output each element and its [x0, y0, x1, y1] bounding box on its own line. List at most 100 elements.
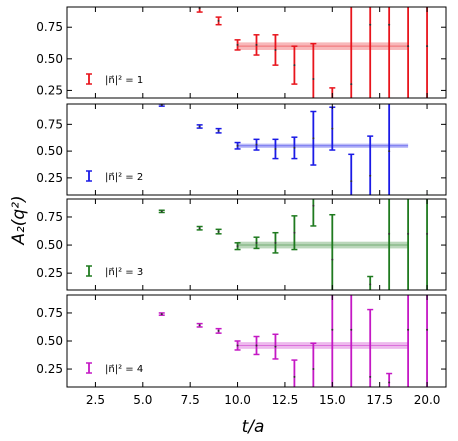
x-tick-label: 20.0 [414, 393, 441, 407]
y-tick-label: 0.75 [36, 20, 63, 34]
panel-4: 0.25 0.50 0.75 |n⃗|² = 4 [36, 294, 447, 388]
point-marker [388, 150, 391, 153]
point-marker [350, 328, 353, 331]
data-point [426, 199, 429, 290]
point-marker [274, 241, 277, 244]
panel-frame [66, 103, 447, 196]
data-point [369, 7, 372, 98]
legend-label: |n⃗|² = 4 [105, 364, 143, 375]
data-point [253, 236, 260, 250]
point-marker [407, 45, 410, 48]
data-point [234, 39, 241, 51]
data-point [388, 199, 391, 290]
data-point [196, 124, 203, 129]
panels-group: 0.25 0.50 0.75 |n⃗|² = 1 0.25 0.50 0.75 |n⃗|² =… [36, 6, 447, 388]
data-point [272, 231, 279, 254]
y-tick-label: 0.25 [36, 171, 63, 185]
data-point [215, 127, 222, 134]
fit-band [237, 241, 409, 249]
point-marker [293, 231, 296, 234]
point-marker [407, 328, 410, 331]
point-marker [350, 83, 353, 86]
panel-4-plot-area [158, 295, 429, 387]
data-point [215, 327, 222, 334]
point-marker [255, 241, 258, 244]
data-point [350, 7, 353, 98]
data-point [196, 225, 203, 231]
x-tick-labels: 2.5 5.0 7.5 10.0 12.5 15.0 17.5 20.0 [86, 393, 441, 407]
fit-band [237, 42, 409, 50]
data-point [291, 136, 298, 160]
point-marker [198, 7, 201, 10]
fit-band [237, 143, 409, 148]
point-marker [388, 381, 391, 384]
point-marker [236, 245, 239, 248]
data-point [234, 141, 241, 150]
x-axis-label: t/a [242, 417, 265, 437]
point-marker [160, 313, 163, 316]
x-tick-label: 17.5 [366, 393, 393, 407]
point-marker [274, 345, 277, 348]
y-tick-label: 0.25 [36, 266, 63, 280]
data-point [234, 340, 241, 351]
legend-label: |n⃗|² = 1 [105, 75, 143, 86]
y-tick-label: 0.50 [36, 52, 63, 66]
point-marker [312, 137, 315, 140]
data-point [426, 7, 429, 98]
legend-label: |n⃗|² = 3 [105, 267, 143, 278]
data-point [158, 209, 165, 214]
point-marker [369, 174, 372, 177]
point-marker [312, 204, 315, 207]
data-point [388, 104, 391, 195]
point-marker [255, 43, 258, 46]
data-point [234, 242, 241, 251]
legend: |n⃗|² = 3 [86, 265, 143, 278]
panel-1: 0.25 0.50 0.75 |n⃗|² = 1 [36, 6, 447, 99]
data-point [329, 106, 336, 151]
y-tick-label: 0.50 [36, 334, 63, 348]
legend: |n⃗|² = 1 [86, 73, 143, 86]
y-tick-label: 0.75 [36, 210, 63, 224]
legend: |n⃗|² = 2 [86, 170, 143, 183]
point-marker [293, 146, 296, 149]
point-marker [255, 344, 258, 347]
point-marker [217, 329, 220, 332]
x-tick-label: 2.5 [86, 393, 105, 407]
point-marker [198, 125, 201, 128]
legend: |n⃗|² = 4 [86, 362, 143, 375]
data-point [215, 228, 222, 235]
panel-frame [66, 6, 447, 99]
point-marker [426, 232, 429, 235]
point-marker [236, 43, 239, 46]
x-tick-label: 7.5 [181, 393, 200, 407]
data-point [407, 199, 410, 290]
data-point [407, 7, 410, 98]
legend-label: |n⃗|² = 2 [105, 172, 143, 183]
data-point [253, 34, 260, 56]
point-marker [426, 328, 429, 331]
data-point [158, 312, 165, 316]
data-point [310, 110, 317, 166]
data-point [291, 359, 298, 387]
data-point [386, 372, 393, 387]
point-marker [160, 104, 163, 107]
point-marker [255, 143, 258, 146]
y-tick-label: 0.50 [36, 238, 63, 252]
point-marker [217, 19, 220, 22]
point-marker [388, 232, 391, 235]
y-tick-label: 0.25 [36, 362, 63, 376]
point-marker [293, 64, 296, 67]
y-tick-label: 0.50 [36, 144, 63, 158]
data-point [272, 333, 279, 360]
data-point [291, 215, 298, 251]
data-point [407, 295, 410, 387]
data-point [272, 138, 279, 160]
point-marker [217, 129, 220, 132]
data-point [348, 153, 355, 195]
y-tick-label: 0.75 [36, 117, 63, 131]
data-point [215, 16, 222, 26]
point-marker [198, 227, 201, 230]
point-marker [274, 48, 277, 51]
point-marker [369, 23, 372, 26]
